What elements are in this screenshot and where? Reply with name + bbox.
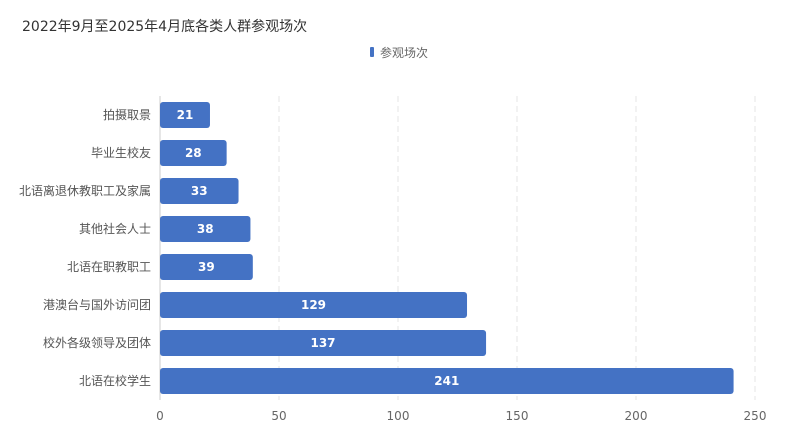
bar[interactable] — [160, 102, 210, 128]
x-tick-label: 150 — [506, 409, 529, 423]
x-tick-label: 250 — [744, 409, 767, 423]
legend[interactable]: 参观场次 — [370, 43, 428, 61]
category-label: 毕业生校友 — [91, 145, 151, 160]
category-label: 拍摄取景 — [103, 107, 151, 122]
category-label: 校外各级领导及团体 — [43, 335, 151, 350]
category-label: 北语离退休教职工及家属 — [19, 183, 151, 198]
category-label: 北语在校学生 — [79, 373, 151, 388]
legend-swatch — [370, 47, 374, 57]
data-label: 38 — [197, 222, 214, 236]
x-tick-label: 50 — [271, 409, 286, 423]
legend-label: 参观场次 — [380, 45, 429, 60]
category-label: 其他社会人士 — [79, 221, 151, 236]
bar[interactable] — [160, 178, 239, 204]
data-label: 21 — [177, 108, 194, 122]
bar[interactable] — [160, 292, 468, 318]
data-label: 33 — [191, 184, 208, 198]
bar[interactable] — [160, 368, 734, 394]
x-tick-label: 0 — [156, 409, 164, 423]
bar[interactable] — [160, 140, 227, 166]
category-label: 港澳台与国外访问团 — [43, 297, 151, 312]
chart-title: 2022年9月至2025年4月底各类人群参观场次 — [22, 19, 308, 35]
bar[interactable] — [160, 254, 253, 280]
data-label: 28 — [185, 146, 202, 160]
bar[interactable] — [160, 330, 487, 356]
data-label: 137 — [310, 336, 335, 350]
bar[interactable] — [160, 216, 251, 242]
category-label: 北语在职教职工 — [67, 259, 151, 274]
data-label: 129 — [301, 298, 326, 312]
x-tick-label: 100 — [387, 409, 410, 423]
data-label: 39 — [198, 260, 215, 274]
data-label: 241 — [434, 374, 459, 388]
x-tick-label: 200 — [625, 409, 648, 423]
